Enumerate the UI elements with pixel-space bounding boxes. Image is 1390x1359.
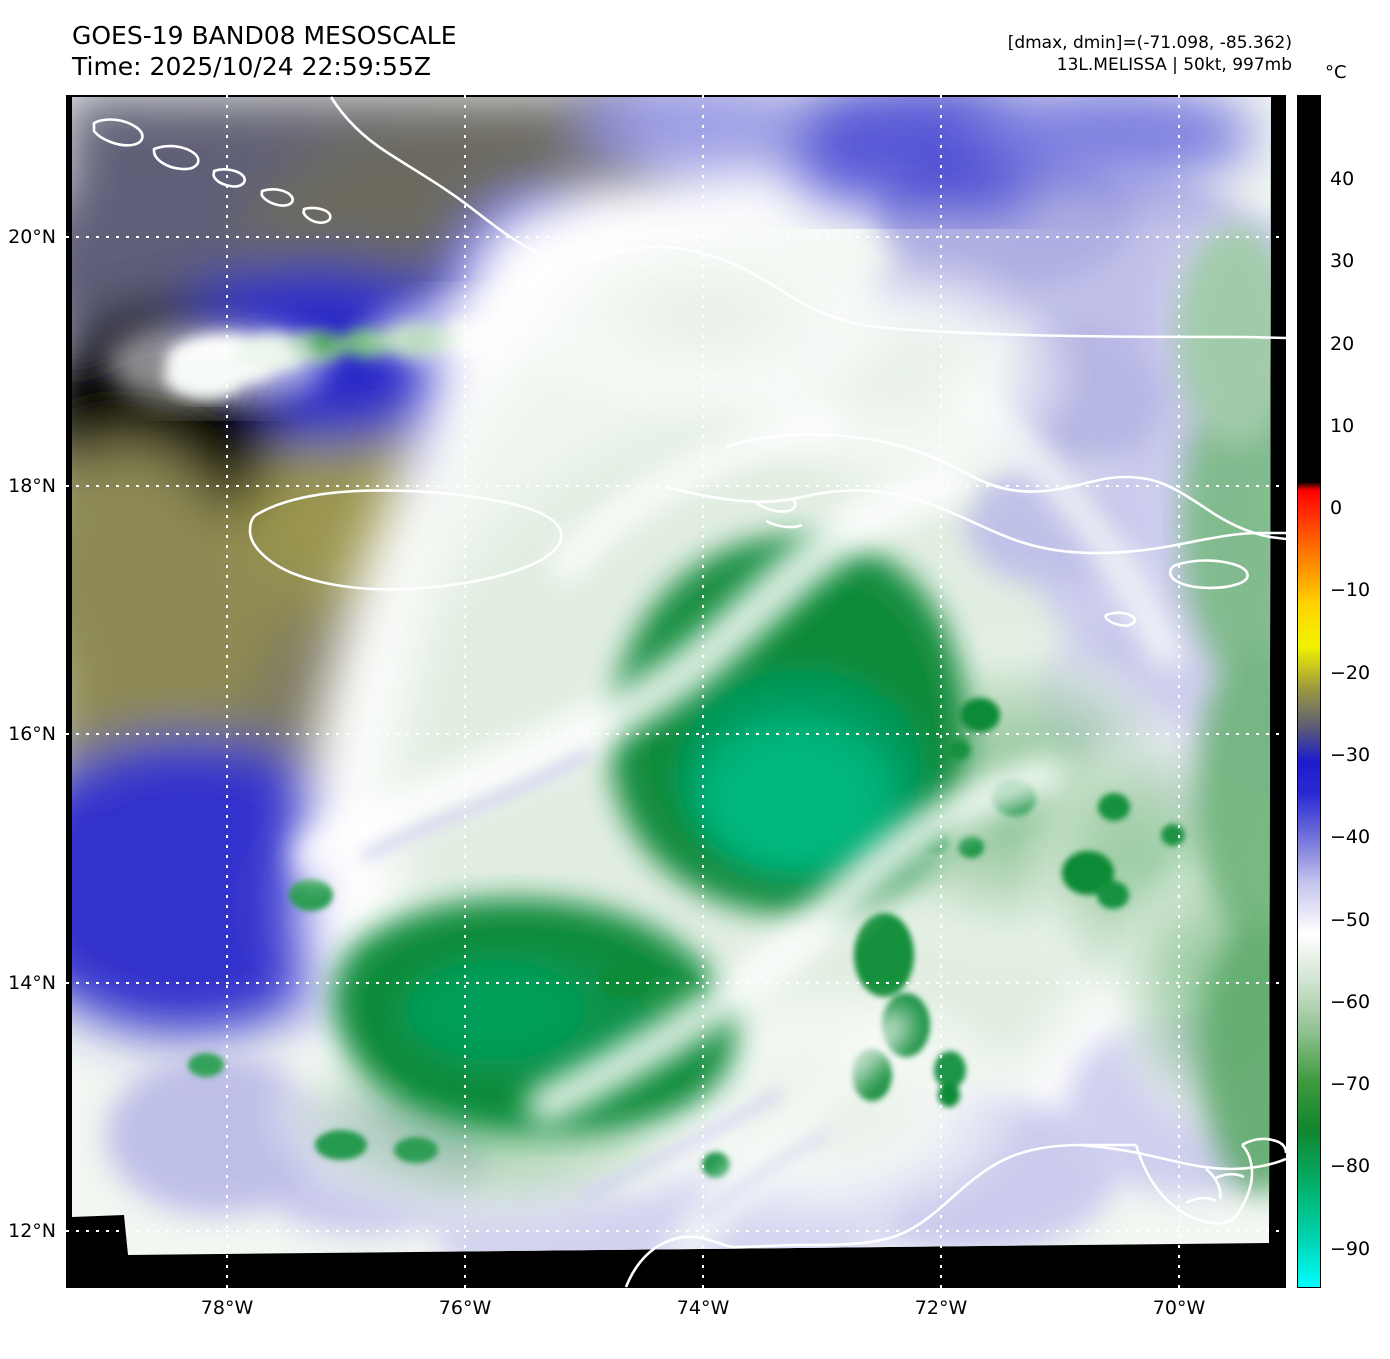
cbtick-20: 20 xyxy=(1330,333,1355,355)
cbtick-m60: −60 xyxy=(1330,991,1371,1013)
cbtick-m10: −10 xyxy=(1330,579,1371,601)
cbtick-m30: −30 xyxy=(1330,744,1371,766)
cbtick-m50: −50 xyxy=(1330,909,1371,931)
satellite-imagery-canvas xyxy=(66,95,1286,1288)
satellite-image-plot[interactable] xyxy=(66,95,1286,1288)
ytick-12n: 12°N xyxy=(8,1220,56,1242)
northeast-blue-wedge xyxy=(566,97,1256,215)
cbtick-m40: −40 xyxy=(1330,826,1371,848)
metadata-block: [dmax, dmin]=(-71.098, -85.362) 13L.MELI… xyxy=(1008,32,1292,76)
cbtick-m20: −20 xyxy=(1330,662,1371,684)
deep-convection-north xyxy=(611,535,968,917)
colorbar[interactable] xyxy=(1297,95,1321,1288)
title-block: GOES-19 BAND08 MESOSCALE Time: 2025/10/2… xyxy=(72,20,457,82)
cbtick-30: 30 xyxy=(1330,250,1355,272)
cbtick-m80: −80 xyxy=(1330,1155,1371,1177)
ytick-14n: 14°N xyxy=(8,972,56,994)
lavender-streaks xyxy=(360,749,831,1220)
cbtick-40: 40 xyxy=(1330,168,1355,190)
graticule xyxy=(66,95,1286,1288)
page-title: GOES-19 BAND08 MESOSCALE xyxy=(72,21,457,50)
storm-info-label: 13L.MELISSA | 50kt, 997mb xyxy=(1056,55,1292,75)
xtick-76w: 76°W xyxy=(438,1297,492,1319)
ytick-20n: 20°N xyxy=(8,226,56,248)
coastline-overlay xyxy=(92,96,1286,1288)
colorbar-units-label: °C xyxy=(1325,62,1347,83)
cbtick-10: 10 xyxy=(1330,415,1355,437)
xtick-74w: 74°W xyxy=(676,1297,730,1319)
ytick-16n: 16°N xyxy=(8,723,56,745)
xtick-72w: 72°W xyxy=(914,1297,968,1319)
cbtick-0: 0 xyxy=(1330,497,1343,519)
ytick-18n: 18°N xyxy=(8,475,56,497)
copyright-label: Copyright © 2020-2025 Dapiya xyxy=(80,1310,418,1332)
cbtick-m90: −90 xyxy=(1330,1238,1371,1260)
xtick-70w: 70°W xyxy=(1152,1297,1206,1319)
east-edge-clouds xyxy=(1176,225,1271,1195)
timestamp-label: Time: 2025/10/24 22:59:55Z xyxy=(72,52,431,81)
xtick-78w: 78°W xyxy=(200,1297,254,1319)
satellite-data-layer xyxy=(72,97,1271,1255)
dminmax-label: [dmax, dmin]=(-71.098, -85.362) xyxy=(1007,33,1292,53)
cbtick-m70: −70 xyxy=(1330,1073,1371,1095)
deep-convection-south xyxy=(331,897,737,1134)
